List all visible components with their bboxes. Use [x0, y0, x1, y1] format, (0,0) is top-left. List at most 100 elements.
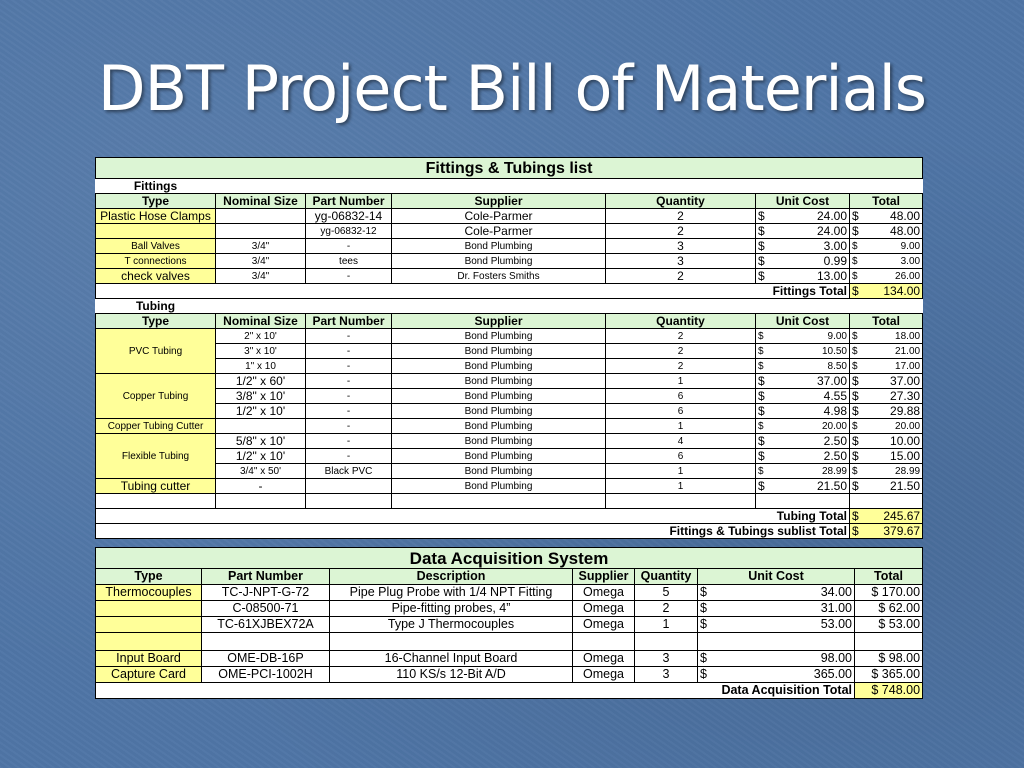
amount: 3.00	[823, 238, 847, 253]
part-cell: yg-06832-14	[305, 208, 392, 224]
type-cell: Copper Tubing Cutter	[95, 418, 216, 434]
amount: 53.00	[820, 617, 852, 631]
currency-symbol: $	[852, 403, 859, 418]
total-cell: $ 365.00	[853, 666, 924, 683]
column-header: Supplier	[391, 193, 606, 209]
unit-cost-cell: $8.50	[755, 358, 850, 374]
qty-cell: 5	[634, 584, 698, 601]
empty-cell	[216, 299, 923, 314]
type-cell: Capture Card	[95, 666, 202, 683]
amount: 28.99	[895, 465, 921, 477]
supplier-cell: Bond Plumbing	[391, 403, 606, 419]
column-header-row: Type Part Number Description Supplier Quanti…	[95, 568, 924, 585]
unit-cost-cell: $9.00	[755, 328, 850, 344]
amount: 4.55	[823, 388, 847, 403]
supplier-cell: Omega	[572, 650, 635, 667]
unit-cost-cell: $4.55	[755, 388, 850, 404]
qty-cell: 3	[605, 238, 756, 254]
part-cell: yg-06832-12	[305, 223, 392, 239]
sublist-total-label: Fittings & Tubings sublist Total	[95, 523, 850, 539]
fittings-total-value: $134.00	[848, 283, 924, 299]
unit-cost-cell: $28.99	[755, 463, 850, 479]
type-cell: Thermocouples	[95, 584, 202, 601]
unit-cost-cell: $2.50	[755, 433, 850, 449]
currency-symbol: $	[758, 330, 764, 342]
total-cell: $ 98.00	[853, 650, 924, 667]
currency-symbol: $	[758, 465, 764, 477]
currency-symbol: $	[758, 345, 764, 357]
table-row: check valves 3/4" - Dr. Fosters Smiths 2 $13.…	[95, 268, 924, 284]
type-cell: Plastic Hose Clamps	[95, 208, 216, 224]
section-label-row: Fittings	[96, 179, 923, 194]
part-cell: tees	[305, 253, 392, 269]
empty-cell	[391, 493, 606, 509]
supplier-cell: Omega	[572, 584, 635, 601]
amount: 20.00	[821, 420, 847, 432]
daq-table: Data Acquisition System Type Part Number De…	[94, 547, 924, 699]
description-cell	[329, 632, 573, 651]
column-header: Unit Cost	[755, 193, 850, 209]
description-cell: Pipe-fitting probes, 4”	[329, 600, 573, 617]
section-label-row: Tubing	[96, 299, 923, 314]
total-cell	[853, 632, 924, 651]
type-cell	[95, 600, 202, 617]
column-header: Supplier	[391, 313, 606, 329]
currency-symbol: $	[700, 601, 707, 615]
size-cell: 3" x 10'	[215, 343, 306, 359]
currency-symbol: $	[758, 253, 765, 268]
qty-cell: 3	[605, 253, 756, 269]
currency-symbol: $	[700, 651, 707, 665]
qty-cell: 1	[605, 418, 756, 434]
type-cell	[95, 632, 202, 651]
table-row: PVC Tubing 2" x 10' - Bond Plumbing 2 $9.00 $1…	[95, 328, 924, 374]
size-cell: 1/2" x 60'	[215, 373, 306, 389]
currency-symbol: $	[852, 255, 858, 267]
qty-cell: 6	[605, 388, 756, 404]
size-cell	[215, 208, 306, 224]
supplier-cell: Bond Plumbing	[391, 358, 606, 374]
unit-cost-cell	[697, 632, 855, 651]
supplier-cell: Bond Plumbing	[391, 328, 606, 344]
part-cell: Black PVC	[305, 463, 392, 479]
table-row: Copper Tubing Cutter - Bond Plumbing 1 $20.0…	[95, 418, 924, 434]
table-row: Copper Tubing 1/2" x 60' - Bond Plumbing 1 $3…	[95, 373, 924, 419]
table-row: Flexible Tubing 5/8" x 10' - Bond Plumbing 4…	[95, 433, 924, 479]
size-cell: 1/2" x 10'	[215, 403, 306, 419]
supplier-cell: Omega	[572, 600, 635, 617]
column-header: Unit Cost	[755, 313, 850, 329]
unit-cost-cell: $24.00	[755, 208, 850, 224]
total-cell: $ 62.00	[853, 600, 924, 617]
amount: 26.00	[895, 270, 921, 282]
amount: 20.00	[895, 420, 921, 432]
currency-symbol: $	[758, 478, 765, 493]
total-cell: $48.00	[848, 223, 924, 239]
unit-cost-cell: $98.00	[697, 650, 855, 667]
empty-cell	[216, 179, 923, 194]
qty-cell: 3	[634, 666, 698, 683]
column-header-row: Type Nominal Size Part Number Supplier Quant…	[95, 313, 924, 329]
amount: 31.00	[820, 601, 852, 615]
qty-cell: 2	[605, 268, 756, 284]
part-cell: -	[305, 238, 392, 254]
type-cell	[95, 223, 216, 239]
description-cell: Type J Thermocouples	[329, 616, 573, 633]
supplier-cell: Omega	[572, 666, 635, 683]
currency-symbol: $	[758, 360, 764, 372]
part-cell: -	[305, 268, 392, 284]
part-cell: -	[305, 358, 392, 374]
currency-symbol: $	[852, 420, 858, 432]
amount: 134.00	[883, 283, 921, 298]
description-cell: Pipe Plug Probe with 1/4 NPT Fitting	[329, 584, 573, 601]
total-cell: $37.00	[848, 373, 924, 389]
qty-cell	[634, 632, 698, 651]
amount: 37.00	[890, 373, 921, 388]
currency-symbol: $	[758, 208, 765, 223]
currency-symbol: $	[852, 283, 859, 298]
subtotal-row: Tubing Total $245.67	[95, 508, 924, 524]
column-header: Type	[95, 568, 202, 585]
supplier-cell: Cole-Parmer	[391, 223, 606, 239]
amount: 37.00	[816, 373, 847, 388]
column-header: Nominal Size	[215, 193, 306, 209]
total-cell: $21.50	[848, 478, 924, 494]
qty-cell: 4	[605, 433, 756, 449]
